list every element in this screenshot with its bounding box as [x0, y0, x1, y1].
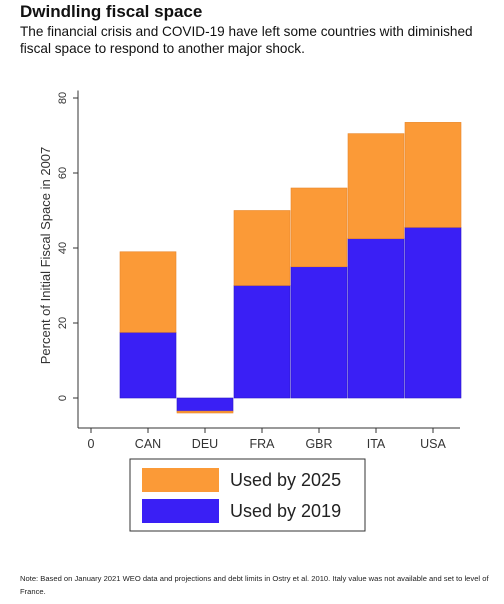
bar-gbr-used-by-2025	[290, 187, 348, 268]
bar-gbr-used-by-2019	[290, 266, 348, 399]
x-tick-label: 0	[88, 437, 95, 451]
footnote: Note: Based on January 2021 WEO data and…	[20, 574, 489, 596]
x-tick-label: CAN	[135, 437, 161, 451]
bar-fra-used-by-2019	[233, 285, 291, 399]
y-tick-label: 0	[57, 395, 69, 401]
legend-swatch-2019	[142, 499, 219, 523]
y-tick-label: 40	[57, 242, 69, 254]
chart-subtitle: The financial crisis and COVID-19 have l…	[20, 24, 473, 56]
y-tick-label: 60	[57, 167, 69, 179]
bar-ita-used-by-2019	[347, 238, 405, 399]
bar-usa-used-by-2025	[404, 122, 462, 228]
bar-fra-used-by-2025	[233, 210, 291, 286]
bar-deu-used-by-2025	[176, 410, 234, 414]
x-tick-label: DEU	[192, 437, 218, 451]
bar-can-used-by-2019	[119, 332, 177, 399]
bar-can-used-by-2025	[119, 251, 177, 333]
bar-ita-used-by-2025	[347, 133, 405, 239]
y-axis-title: Percent of Initial Fiscal Space in 2007	[38, 147, 53, 365]
chart-title: Dwindling fiscal space	[20, 2, 203, 21]
x-tick-label: ITA	[367, 437, 386, 451]
legend-swatch-2025	[142, 468, 219, 492]
bar-deu-used-by-2019	[176, 397, 234, 412]
y-tick-label: 20	[57, 317, 69, 329]
legend-label: Used by 2019	[230, 501, 341, 521]
x-tick-label: GBR	[305, 437, 332, 451]
legend-label: Used by 2025	[230, 470, 341, 490]
bar-usa-used-by-2019	[404, 227, 462, 399]
y-tick-label: 80	[57, 92, 69, 104]
x-tick-label: USA	[420, 437, 446, 451]
x-tick-label: FRA	[250, 437, 276, 451]
